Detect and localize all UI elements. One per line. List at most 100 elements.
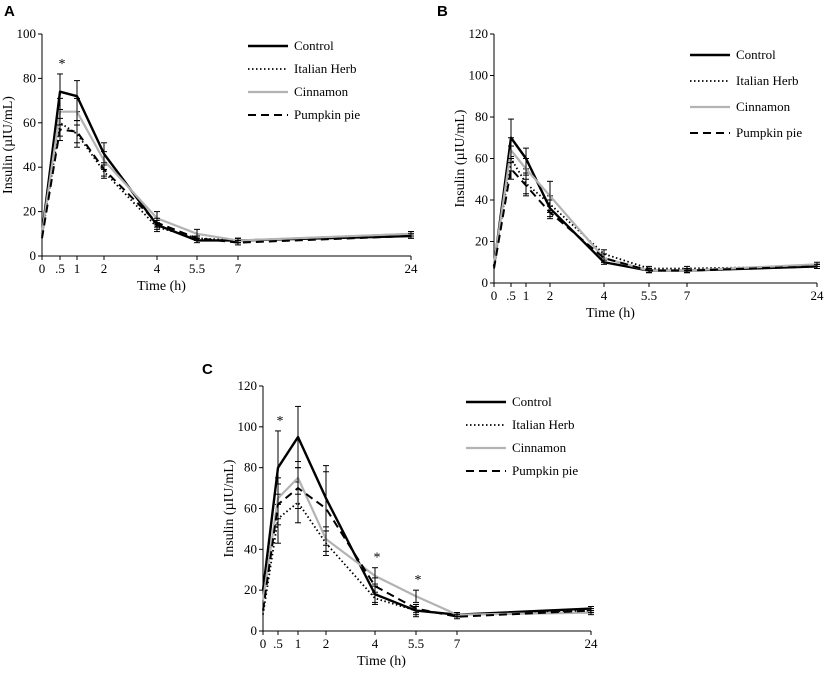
series-line-cinnamon [40,110,412,242]
series-pumpkin-pie [262,467,594,620]
legend-label-cinnamon: Cinnamon [294,84,349,99]
x-axis-title: Time (h) [586,306,635,321]
series-line-pumpkin-pie [41,128,412,244]
error-bar [588,608,594,614]
error-bar [523,174,529,197]
x-axis-title: Time (h) [137,279,186,294]
series-italian-herb [493,145,820,272]
series-italian-herb [262,481,594,618]
y-tick-label: 100 [238,419,258,434]
y-axis-title: Insulin (µIU/mL) [453,109,468,207]
x-axis-title: Time (h) [357,654,406,669]
y-tick-label: 60 [244,501,257,516]
error-bar [508,158,514,180]
error-bar [547,205,553,220]
x-tick-label: 5.5 [408,636,424,651]
legend-label-italian-herb: Italian Herb [736,73,798,88]
error-bar [408,233,414,239]
x-tick-label: 2 [323,636,330,651]
significance-asterisk: * [415,573,422,588]
y-tick-label: 120 [469,26,489,41]
legend: Control Italian Herb Cinnamon Pumpkin pie [690,47,802,140]
error-bar [295,405,301,469]
x-tick-label: 2 [547,288,554,303]
x-tick-label: 4 [154,261,161,276]
error-bar [684,267,690,274]
y-tick-label: 60 [23,115,36,130]
series-line-italian-herb [262,501,592,616]
x-tick-label: .5 [506,288,516,303]
y-tick-label: 80 [475,109,488,124]
y-tick-label: 100 [469,68,489,83]
y-tick-label: 0 [482,275,489,290]
legend-label-control: Control [512,394,552,409]
error-bar [154,217,160,228]
legend-label-control: Control [736,47,776,62]
x-tick-label: 5.5 [641,288,657,303]
y-tick-label: 0 [30,248,37,263]
significance-asterisk: * [277,414,284,429]
x-tick-label: 7 [235,261,242,276]
series-line-pumpkin-pie [493,167,818,272]
panel-letter: C [202,361,213,378]
error-bar [235,239,241,246]
legend-label-pumpkin-pie: Pumpkin pie [736,125,802,140]
y-tick-label: 80 [244,460,257,475]
y-tick-label: 80 [23,70,36,85]
x-tick-label: 7 [454,636,461,651]
y-tick-label: 0 [251,623,258,638]
y-axis-title: Insulin (µIU/mL) [222,459,237,557]
x-tick-label: 7 [684,288,691,303]
y-tick-label: 20 [475,234,488,249]
y-tick-label: 40 [244,541,257,556]
series-line-cinnamon [492,149,818,272]
series-pumpkin-pie [41,117,414,246]
series-cinnamon [261,461,594,618]
series-control [40,73,414,244]
error-bar [194,235,200,241]
legend-label-pumpkin-pie: Pumpkin pie [294,107,360,122]
series-line-italian-herb [493,157,818,270]
error-bar [814,263,820,269]
y-tick-label: 20 [244,582,257,597]
legend-label-italian-herb: Italian Herb [294,61,356,76]
error-bar [372,577,378,595]
error-bar [101,162,107,177]
error-bar [413,589,419,603]
y-tick-label: 60 [475,151,488,166]
y-tick-label: 40 [475,192,488,207]
series-control [492,118,820,274]
y-tick-label: 40 [23,159,36,174]
x-tick-label: 5.5 [189,261,205,276]
error-bar [646,267,652,274]
x-tick-label: 1 [523,288,530,303]
legend-label-cinnamon: Cinnamon [512,440,567,455]
legend-label-italian-herb: Italian Herb [512,417,574,432]
x-tick-label: 1 [74,261,81,276]
x-tick-label: .5 [273,636,283,651]
x-tick-label: 0 [491,288,498,303]
series-pumpkin-pie [493,158,820,274]
y-axis-title: Insulin (µIU/mL) [1,96,16,194]
legend-label-pumpkin-pie: Pumpkin pie [512,463,578,478]
panel-letter: A [4,3,15,20]
legend: Control Italian Herb Cinnamon Pumpkin pie [248,38,360,122]
y-tick-label: 120 [238,378,258,393]
series-line-cinnamon [261,476,592,616]
significance-asterisk: * [374,551,381,566]
error-bar [413,603,419,614]
error-bar [295,467,301,509]
error-bar [601,253,607,263]
x-tick-label: 0 [39,261,46,276]
y-tick-label: 20 [23,204,36,219]
x-tick-label: 0 [260,636,267,651]
error-bar [74,120,80,144]
error-bar [275,483,281,526]
series-line-pumpkin-pie [262,487,592,618]
series-italian-herb [41,108,414,244]
legend-label-cinnamon: Cinnamon [736,99,791,114]
